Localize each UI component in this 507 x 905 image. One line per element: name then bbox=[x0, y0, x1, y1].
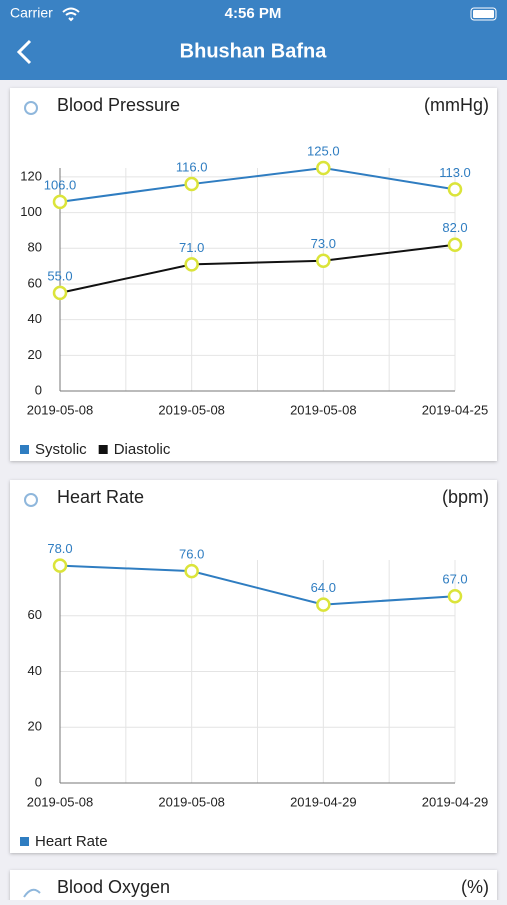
x-tick-label: 2019-05-08 bbox=[27, 794, 94, 809]
card bbox=[10, 88, 497, 461]
value-label: 125.0 bbox=[307, 143, 340, 158]
legend-swatch bbox=[20, 445, 29, 454]
series-line bbox=[59, 166, 456, 203]
chart-card: Blood Pressure (mmHg) 0 20 40 60 80 100 120 2019-… bbox=[10, 88, 497, 461]
legend-swatch bbox=[20, 837, 29, 846]
y-tick-label: 0 bbox=[35, 382, 42, 397]
series-line bbox=[59, 564, 456, 606]
data-point bbox=[316, 253, 331, 269]
x-tick-label: 2019-05-08 bbox=[290, 402, 357, 417]
value-label: 67.0 bbox=[442, 572, 467, 587]
x-tick-label: 2019-04-29 bbox=[422, 794, 489, 809]
y-tick-label: 120 bbox=[20, 168, 42, 183]
card bbox=[10, 870, 497, 905]
value-label: 113.0 bbox=[439, 165, 471, 180]
card-unit: (%) bbox=[461, 877, 489, 897]
x-tick-label: 2019-04-29 bbox=[290, 794, 357, 809]
legend-label: Heart Rate bbox=[35, 833, 108, 850]
data-point bbox=[52, 558, 68, 573]
wifi-icon bbox=[62, 7, 80, 22]
back-button[interactable] bbox=[16, 39, 32, 65]
header-bg bbox=[0, 0, 507, 80]
y-tick-label: 60 bbox=[28, 275, 42, 290]
value-label: 64.0 bbox=[311, 580, 336, 595]
legend-swatch bbox=[98, 445, 108, 454]
nav-title: Bhushan Bafna bbox=[180, 40, 328, 62]
value-label: 116.0 bbox=[176, 159, 208, 174]
card-icon bbox=[24, 493, 38, 507]
time: 4:56 PM bbox=[225, 5, 282, 22]
y-tick-label: 40 bbox=[28, 311, 42, 326]
x-tick-label: 2019-05-08 bbox=[158, 402, 225, 417]
legend-label: Diastolic bbox=[114, 441, 171, 458]
legend-label: Systolic bbox=[35, 441, 87, 458]
battery-level bbox=[473, 10, 494, 18]
card-title: Blood Oxygen bbox=[57, 877, 170, 897]
card bbox=[10, 480, 497, 853]
card-unit: (bpm) bbox=[442, 487, 489, 507]
value-label: 106.0 bbox=[44, 177, 77, 192]
y-tick-label: 40 bbox=[28, 663, 42, 678]
series-line bbox=[59, 243, 456, 294]
card-unit: (mmHg) bbox=[424, 95, 489, 115]
data-point bbox=[184, 176, 199, 192]
card-icon bbox=[24, 101, 38, 115]
data-point bbox=[447, 182, 463, 197]
y-tick-label: 20 bbox=[28, 347, 42, 362]
value-label: 73.0 bbox=[311, 236, 336, 251]
y-tick-label: 60 bbox=[28, 607, 42, 622]
data-point bbox=[316, 597, 331, 612]
data-point bbox=[447, 588, 463, 604]
card-title: Heart Rate bbox=[57, 487, 144, 507]
chart-card: Heart Rate (bpm) 0 20 40 60 2019-05-08 2019-05-… bbox=[10, 480, 497, 853]
value-label: 76.0 bbox=[179, 547, 204, 562]
x-tick-label: 2019-05-08 bbox=[27, 402, 94, 417]
carrier: Carrier bbox=[10, 5, 53, 21]
value-label: 55.0 bbox=[47, 268, 72, 283]
card-icon bbox=[23, 888, 41, 898]
y-tick-label: 0 bbox=[35, 774, 42, 789]
data-point bbox=[316, 160, 331, 176]
data-point bbox=[447, 237, 463, 252]
y-tick-label: 80 bbox=[28, 240, 42, 255]
data-point bbox=[184, 257, 199, 272]
value-label: 71.0 bbox=[179, 240, 204, 255]
data-point bbox=[52, 194, 68, 210]
value-label: 78.0 bbox=[47, 541, 72, 556]
data-point bbox=[184, 563, 199, 579]
y-tick-label: 100 bbox=[20, 204, 42, 219]
value-label: 82.0 bbox=[442, 220, 467, 235]
y-tick-label: 20 bbox=[28, 719, 42, 734]
card-title: Blood Pressure bbox=[57, 95, 180, 115]
battery bbox=[470, 7, 497, 21]
data-point bbox=[52, 285, 68, 301]
x-tick-label: 2019-05-08 bbox=[158, 794, 225, 809]
x-tick-label: 2019-04-25 bbox=[422, 402, 489, 417]
